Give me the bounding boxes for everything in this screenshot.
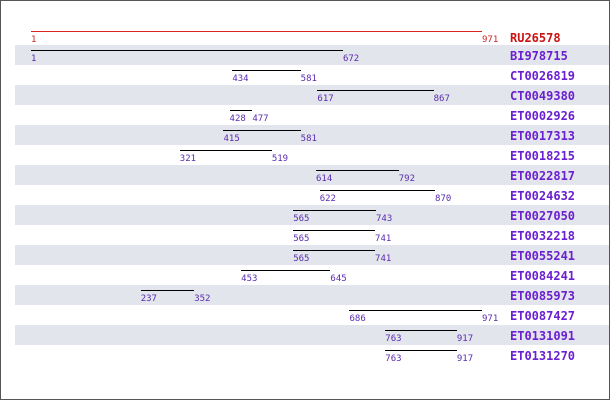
alignment-start: 614 [316,174,333,184]
alignment-id[interactable]: ET0055241 [510,249,576,263]
alignment-id[interactable]: ET0022817 [510,169,576,183]
alignment-end: 741 [375,234,392,244]
reference-end: 971 [482,35,499,45]
alignment-start: 415 [223,134,240,144]
alignment-start: 1 [31,54,37,64]
alignment-bar [293,210,376,211]
alignment-row-shade [15,125,609,145]
alignment-bar [223,130,301,131]
alignment-start: 763 [385,354,402,364]
reference-bar [31,31,482,32]
alignment-id[interactable]: ET0002926 [510,109,576,123]
alignment-end: 741 [375,254,392,264]
alignment-end: 743 [375,214,393,224]
alignment-row-shade [15,205,609,225]
alignment-row-shade [15,245,609,265]
reference-start: 1 [31,35,37,45]
alignment-end: 672 [342,54,360,64]
alignment-id[interactable]: ET0087427 [510,309,576,323]
alignment-start: 622 [319,194,336,204]
alignment-start: 453 [241,274,258,284]
alignment-end: 867 [433,94,450,104]
alignment-bar [31,50,343,51]
alignment-end: 352 [194,294,211,304]
reference-id[interactable]: RU26578 [510,31,561,45]
alignment-bar [319,190,436,191]
alignment-bar [179,150,272,151]
alignment-end: 477 [252,114,269,124]
alignment-id[interactable]: CT0026819 [510,69,576,83]
alignment-id[interactable]: ET0027050 [510,209,576,223]
alignment-start: 565 [293,214,310,224]
alignment-start: 434 [232,74,249,84]
alignment-id[interactable]: ET0024632 [510,189,576,203]
alignment-end: 792 [398,174,416,184]
alignment-bar [385,350,457,351]
alignment-bar [385,330,457,331]
alignment-start: 686 [349,314,366,324]
alignment-start: 237 [140,294,157,304]
alignment-id[interactable]: ET0084241 [510,269,576,283]
alignment-bar [140,290,195,291]
alignment-bar [241,270,331,271]
alignment-end: 581 [300,134,317,144]
alignment-end: 971 [482,314,499,324]
alignment-start: 565 [293,234,310,244]
alignment-row-shade [15,325,609,345]
alignment-row-shade [15,85,609,105]
alignment-id[interactable]: ET0085973 [510,289,576,303]
alignment-bar [232,70,301,71]
alignment-start: 617 [317,94,334,104]
alignment-bar [229,110,253,111]
alignment-bar [293,230,376,231]
alignment-start: 321 [179,154,197,164]
alignment-end: 870 [435,194,452,204]
alignment-id[interactable]: BI978715 [510,49,568,63]
alignment-row-shade [15,165,609,185]
alignment-id[interactable]: ET0131270 [510,349,576,363]
alignment-id[interactable]: CT0049380 [510,89,576,103]
alignment-start: 763 [385,334,402,344]
alignment-end: 917 [456,354,474,364]
alignment-id[interactable]: ET0017313 [510,129,576,143]
alignment-bar [293,250,376,251]
alignment-id[interactable]: ET0131091 [510,329,576,343]
alignment-end: 645 [330,274,347,284]
alignment-bar [317,90,434,91]
alignment-start: 565 [293,254,310,264]
alignment-bar [349,310,482,311]
alignment-bar [316,170,399,171]
alignment-end: 917 [456,334,474,344]
alignment-end: 519 [271,154,289,164]
alignment-id[interactable]: ET0018215 [510,149,576,163]
alignment-start: 428 [229,114,246,124]
alignment-id[interactable]: ET0032218 [510,229,576,243]
alignment-end: 581 [300,74,317,84]
